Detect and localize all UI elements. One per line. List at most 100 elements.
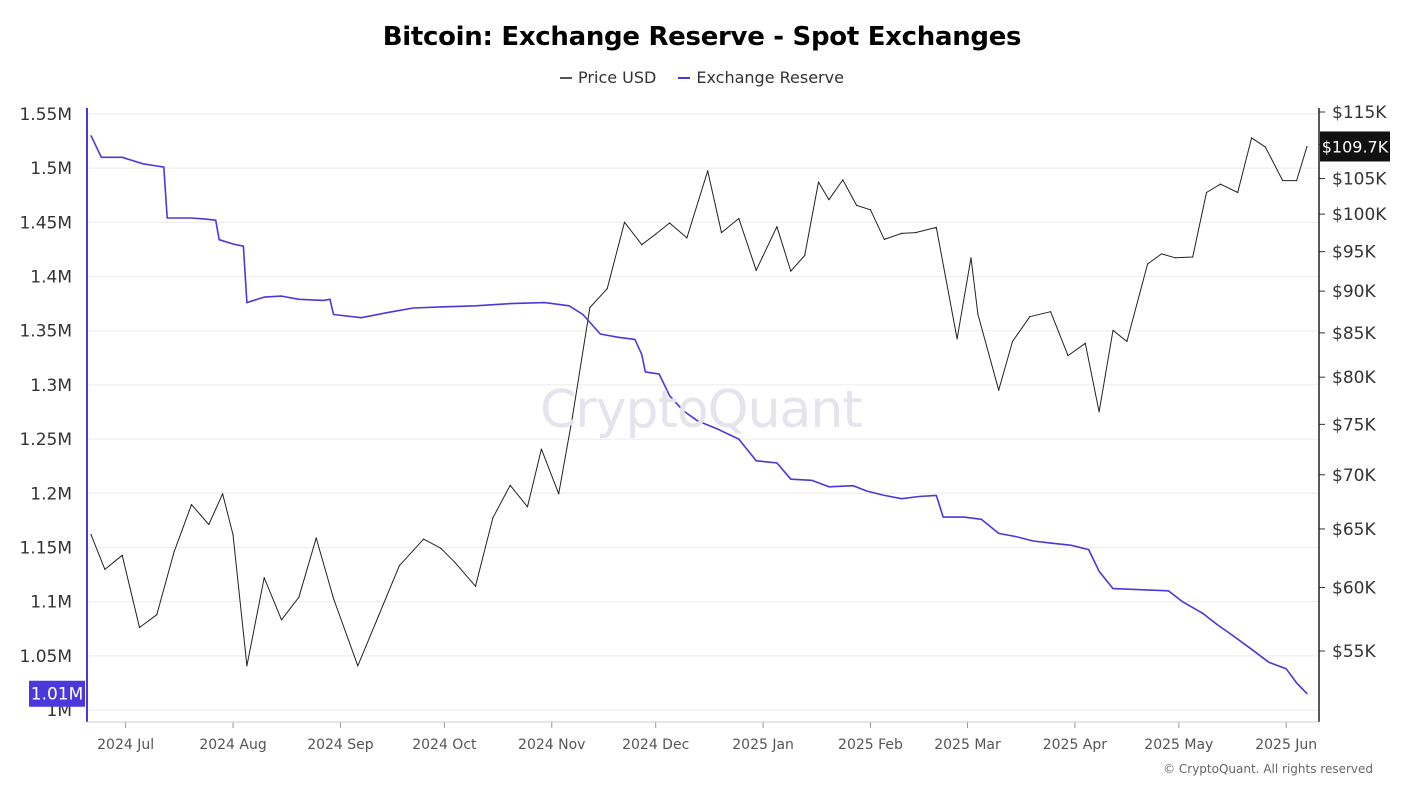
point-price [357,665,359,667]
point-price [668,222,671,224]
point-price [454,561,456,563]
x-tick-label: 2025 Feb [838,737,903,753]
point-price [138,626,141,629]
legend-item-reserve[interactable]: Exchange Reserve [678,68,844,87]
point-reserve [1070,544,1073,546]
legend: Price USD Exchange Reserve [0,68,1404,87]
point-price [977,313,979,315]
point-reserve [1032,540,1034,542]
left-tick-label: 1.25M [19,430,72,450]
legend-item-price[interactable]: Price USD [560,68,656,87]
point-price [869,209,872,211]
point-price [315,537,317,539]
point-price [790,270,792,272]
point-price [686,237,688,239]
point-reserve [1140,589,1142,591]
point-reserve [599,333,601,335]
right-tick-label: $100K [1332,205,1387,225]
point-reserve [1098,570,1100,572]
point-reserve [717,428,719,430]
point-price [589,306,591,309]
point-reserve [218,239,220,241]
x-tick-label: 2025 May [1144,737,1213,753]
x-tick-label: 2024 Jul [97,737,154,753]
point-reserve [412,307,414,309]
point-reserve [263,296,265,298]
point-price [817,181,820,183]
axes [86,108,1320,723]
legend-swatch-price [560,76,573,79]
point-price [440,547,442,549]
point-price [558,493,560,495]
point-price [190,504,193,506]
point-reserve [360,317,362,319]
point-price [720,232,723,234]
point-price [1067,354,1069,357]
left-tick-label: 1.3M [30,376,72,396]
x-tick-label: 2025 Jan [732,737,794,753]
point-price [173,551,175,553]
point-price [1160,253,1163,255]
point-price [1219,183,1221,185]
right-tick-label: $95K [1332,243,1376,263]
left-tick-label: 1.15M [19,538,72,558]
point-price [755,269,757,271]
point-reserve [474,305,477,307]
point-reserve [1050,542,1052,544]
right-tick-label: $90K [1332,282,1376,302]
point-price [492,517,494,519]
x-tick-label: 2024 Nov [518,737,585,753]
right-tick-label: $105K [1332,169,1387,189]
x-tick-label: 2025 Mar [934,737,1001,753]
left-tick-label: 1.1M [30,593,72,613]
point-reserve [918,495,920,498]
gridlines [87,113,1319,711]
point-price [280,619,283,621]
point-reserve [232,243,234,245]
point-price [332,597,335,600]
point-reserve [121,156,123,158]
point-reserve [641,353,643,356]
right-tick-label: $115K [1332,103,1387,123]
right-current-label: $109.7K [1322,137,1389,156]
point-reserve [156,165,158,167]
point-price [1306,145,1308,148]
point-reserve [166,217,168,219]
point-price [422,538,425,540]
point-price [842,179,844,181]
point-reserve [440,306,442,308]
point-price [208,523,210,526]
point-reserve [1015,536,1017,538]
point-reserve [755,460,757,462]
point-reserve [1250,648,1253,650]
point-price [776,226,778,228]
point-reserve [776,462,778,464]
series-lines [90,135,1308,695]
point-reserve [852,485,854,487]
point-price [298,596,300,598]
point-price [1098,411,1100,413]
right-tick-label: $75K [1332,415,1376,435]
point-reserve [1167,590,1170,592]
point-price [1250,137,1253,139]
point-reserve [668,395,671,397]
point-reserve [388,311,390,313]
point-price [914,232,917,234]
legend-swatch-reserve [678,76,691,79]
point-reserve [246,301,248,304]
point-price [232,533,234,536]
point-reserve [142,163,144,165]
point-reserve [682,410,685,412]
left-axis-ticks: 1M1.05M1.1M1.15M1.2M1.25M1.3M1.35M1.4M1.… [19,105,72,721]
point-reserve [1088,549,1090,551]
point-price [1147,263,1149,265]
point-reserve [242,245,245,247]
point-reserve [1296,682,1298,684]
left-tick-label: 1.5M [30,159,72,179]
point-price [901,232,903,234]
point-reserve [190,217,193,219]
point-reserve [738,438,740,440]
point-price [571,416,574,418]
point-price [1205,191,1208,194]
point-price [935,226,937,229]
